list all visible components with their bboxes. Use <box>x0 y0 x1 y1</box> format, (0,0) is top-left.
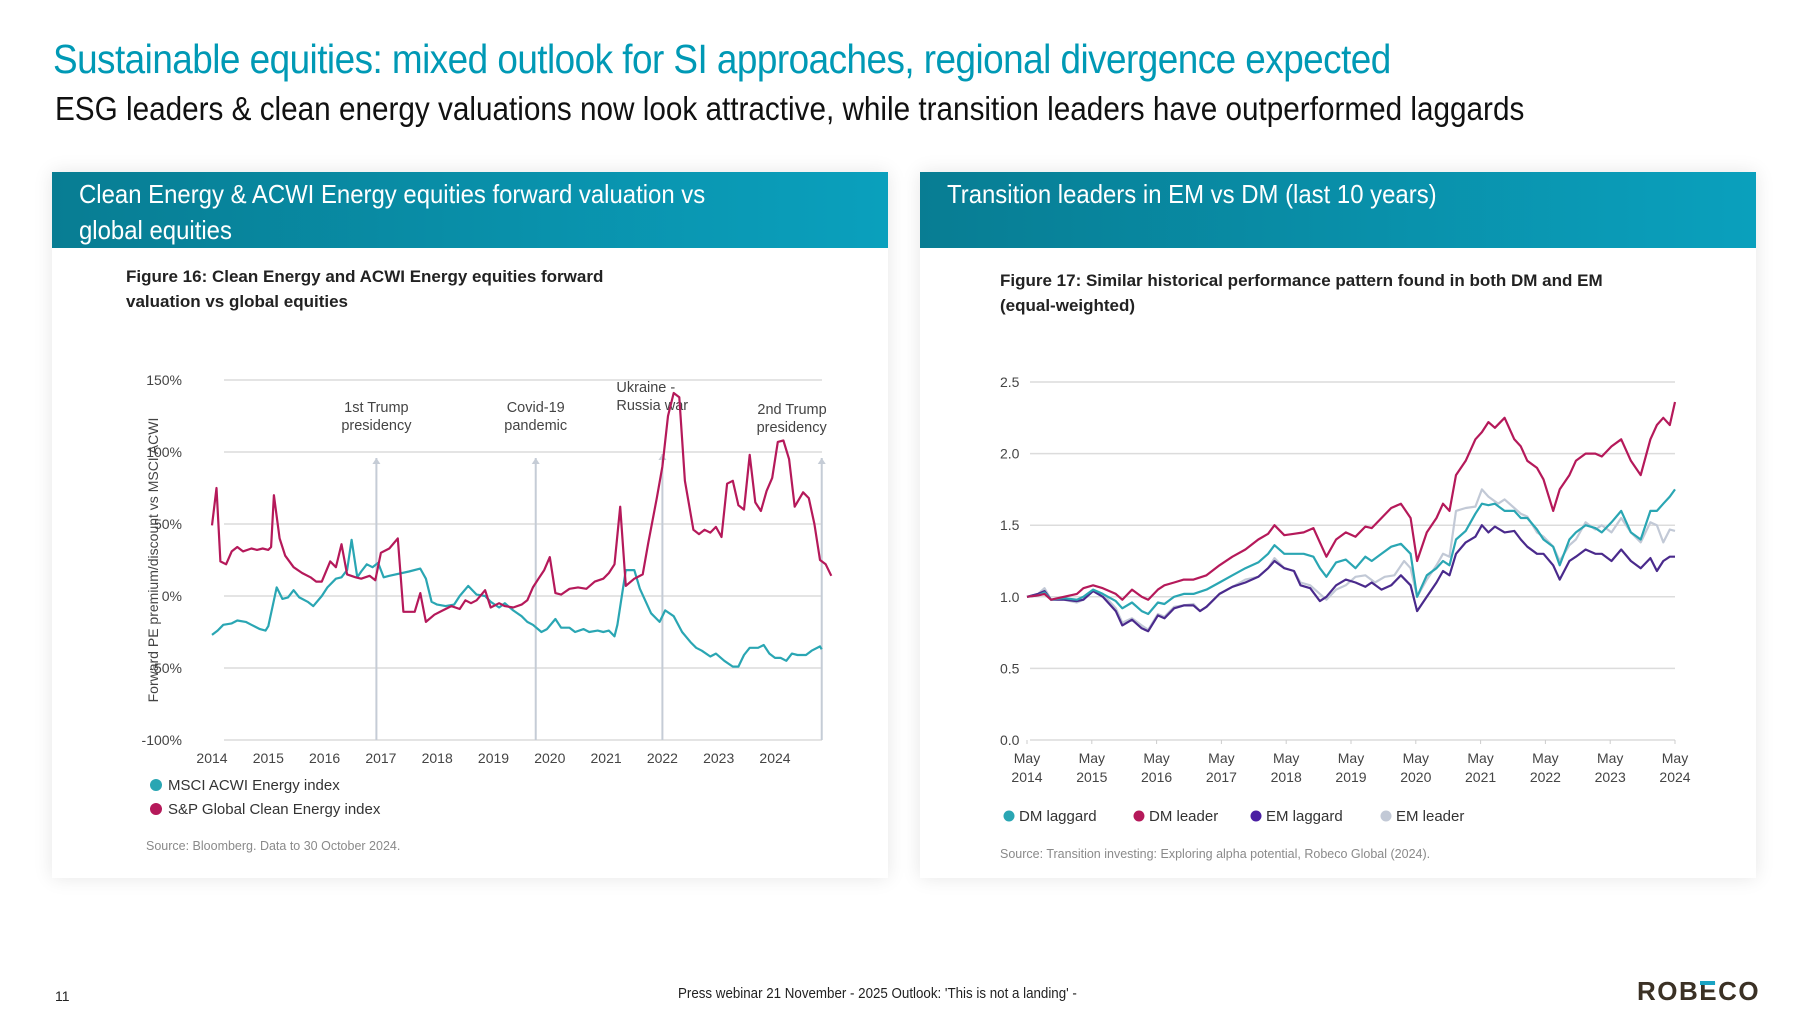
y-tick-label: 50% <box>154 516 182 532</box>
panel-header-band: Clean Energy & ACWI Energy equities forw… <box>52 172 888 248</box>
legend-marker <box>150 779 162 791</box>
x-tick-label: 2019 <box>1335 769 1366 785</box>
legend-label: MSCI ACWI Energy index <box>168 777 340 794</box>
source-note: Source: Bloomberg. Data to 30 October 20… <box>146 839 400 853</box>
legend-label: DM laggard <box>1019 808 1097 825</box>
x-tick-label: 2015 <box>253 750 284 766</box>
annotation-label: presidency <box>341 418 412 434</box>
legend-label: DM leader <box>1149 808 1218 825</box>
x-tick-label: 2020 <box>1400 769 1431 785</box>
chart-title: Figure 16: Clean Energy and ACWI Energy … <box>126 267 603 286</box>
legend-marker <box>150 803 162 815</box>
panel-transition-leaders: Transition leaders in EM vs DM (last 10 … <box>920 172 1756 878</box>
y-tick-label: 0.0 <box>1000 732 1020 748</box>
legend-label: EM leader <box>1396 808 1464 825</box>
annotation-label: Russia war <box>616 398 688 414</box>
x-tick-label: 2014 <box>196 750 227 766</box>
x-tick-label: May <box>1467 750 1493 766</box>
x-tick-label: 2022 <box>647 750 678 766</box>
legend-marker <box>1003 810 1015 822</box>
y-tick-label: -50% <box>149 660 182 676</box>
x-tick-label: May <box>1532 750 1558 766</box>
annotation-label: Covid-19 <box>507 400 565 416</box>
x-tick-label: May <box>1597 750 1623 766</box>
y-tick-label: -100% <box>142 732 182 748</box>
chart-title: Figure 17: Similar historical performanc… <box>1000 271 1603 290</box>
x-tick-label: 2019 <box>478 750 509 766</box>
x-tick-label: May <box>1143 750 1169 766</box>
series-line <box>210 391 833 623</box>
y-tick-label: 2.0 <box>1000 446 1020 462</box>
series-line <box>1026 488 1676 631</box>
annotation-arrow-icon <box>817 458 826 464</box>
x-tick-label: May <box>1338 750 1364 766</box>
panel-header-band: Transition leaders in EM vs DM (last 10 … <box>920 172 1756 248</box>
annotation-arrow-icon <box>372 458 381 464</box>
annotation-arrow-icon <box>531 458 540 464</box>
series-line <box>1026 488 1676 616</box>
x-tick-label: 2016 <box>1141 769 1172 785</box>
x-tick-label: 2014 <box>1011 769 1042 785</box>
x-tick-label: 2018 <box>422 750 453 766</box>
x-tick-label: 2023 <box>703 750 734 766</box>
x-tick-label: 2022 <box>1530 769 1561 785</box>
logo-accent-bar <box>1700 981 1716 985</box>
slide-subtitle: ESG leaders & clean energy valuations no… <box>55 90 1525 127</box>
chart-figure-17: Figure 17: Similar historical performanc… <box>1000 271 1691 861</box>
x-tick-label: 2018 <box>1271 769 1302 785</box>
y-tick-label: 0% <box>162 588 182 604</box>
x-tick-label: 2021 <box>591 750 622 766</box>
chart-figure-16: Figure 16: Clean Energy and ACWI Energy … <box>126 267 833 853</box>
x-tick-label: 2024 <box>1659 769 1690 785</box>
legend-marker <box>1250 810 1262 822</box>
x-tick-label: May <box>1208 750 1234 766</box>
y-tick-label: 100% <box>146 444 182 460</box>
y-tick-label: 1.5 <box>1000 517 1020 533</box>
series-line <box>211 538 823 668</box>
y-tick-label: 2.5 <box>1000 374 1020 390</box>
x-tick-label: May <box>1079 750 1105 766</box>
slide-title: Sustainable equities: mixed outlook for … <box>53 36 1391 82</box>
x-tick-label: May <box>1403 750 1429 766</box>
legend-label: EM laggard <box>1266 808 1343 825</box>
x-tick-label: 2016 <box>309 750 340 766</box>
annotation-label: presidency <box>757 420 828 436</box>
y-tick-label: 150% <box>146 372 182 388</box>
x-tick-label: 2020 <box>534 750 565 766</box>
page-number: 11 <box>55 988 70 1004</box>
x-tick-label: 2023 <box>1595 769 1626 785</box>
annotation-label: 2nd Trump <box>757 402 826 418</box>
y-axis-label: Forward PE premium/discount vs MSCI ACWI <box>145 418 161 703</box>
y-tick-label: 1.0 <box>1000 589 1020 605</box>
series-line <box>1026 524 1675 633</box>
panel-header-text: Transition leaders in EM vs DM (last 10 … <box>947 179 1437 209</box>
source-note: Source: Transition investing: Exploring … <box>1000 847 1430 861</box>
robeco-logo: ROBE CO <box>1637 976 1761 1006</box>
y-tick-label: 0.5 <box>1000 660 1020 676</box>
annotation-label: pandemic <box>504 418 567 434</box>
series-line <box>1026 401 1677 601</box>
x-tick-label: 2017 <box>365 750 396 766</box>
x-tick-label: 2021 <box>1465 769 1496 785</box>
annotation-label: 1st Trump <box>344 400 408 416</box>
chart-title: valuation vs global equities <box>126 292 348 311</box>
legend-marker <box>1133 810 1145 822</box>
chart-title: (equal-weighted) <box>1000 296 1135 315</box>
annotation-label: Ukraine - <box>616 380 675 396</box>
legend-label: S&P Global Clean Energy index <box>168 801 381 818</box>
x-tick-label: 2015 <box>1076 769 1107 785</box>
footer-text: Press webinar 21 November - 2025 Outlook… <box>678 986 1077 1002</box>
x-tick-label: 2017 <box>1206 769 1237 785</box>
panel-header-text: Clean Energy & ACWI Energy equities forw… <box>79 179 706 245</box>
x-tick-label: May <box>1662 750 1688 766</box>
x-tick-label: May <box>1273 750 1299 766</box>
x-tick-label: 2024 <box>759 750 790 766</box>
x-tick-label: May <box>1014 750 1040 766</box>
legend-marker <box>1380 810 1392 822</box>
panel-clean-energy: Clean Energy & ACWI Energy equities forw… <box>52 172 888 878</box>
